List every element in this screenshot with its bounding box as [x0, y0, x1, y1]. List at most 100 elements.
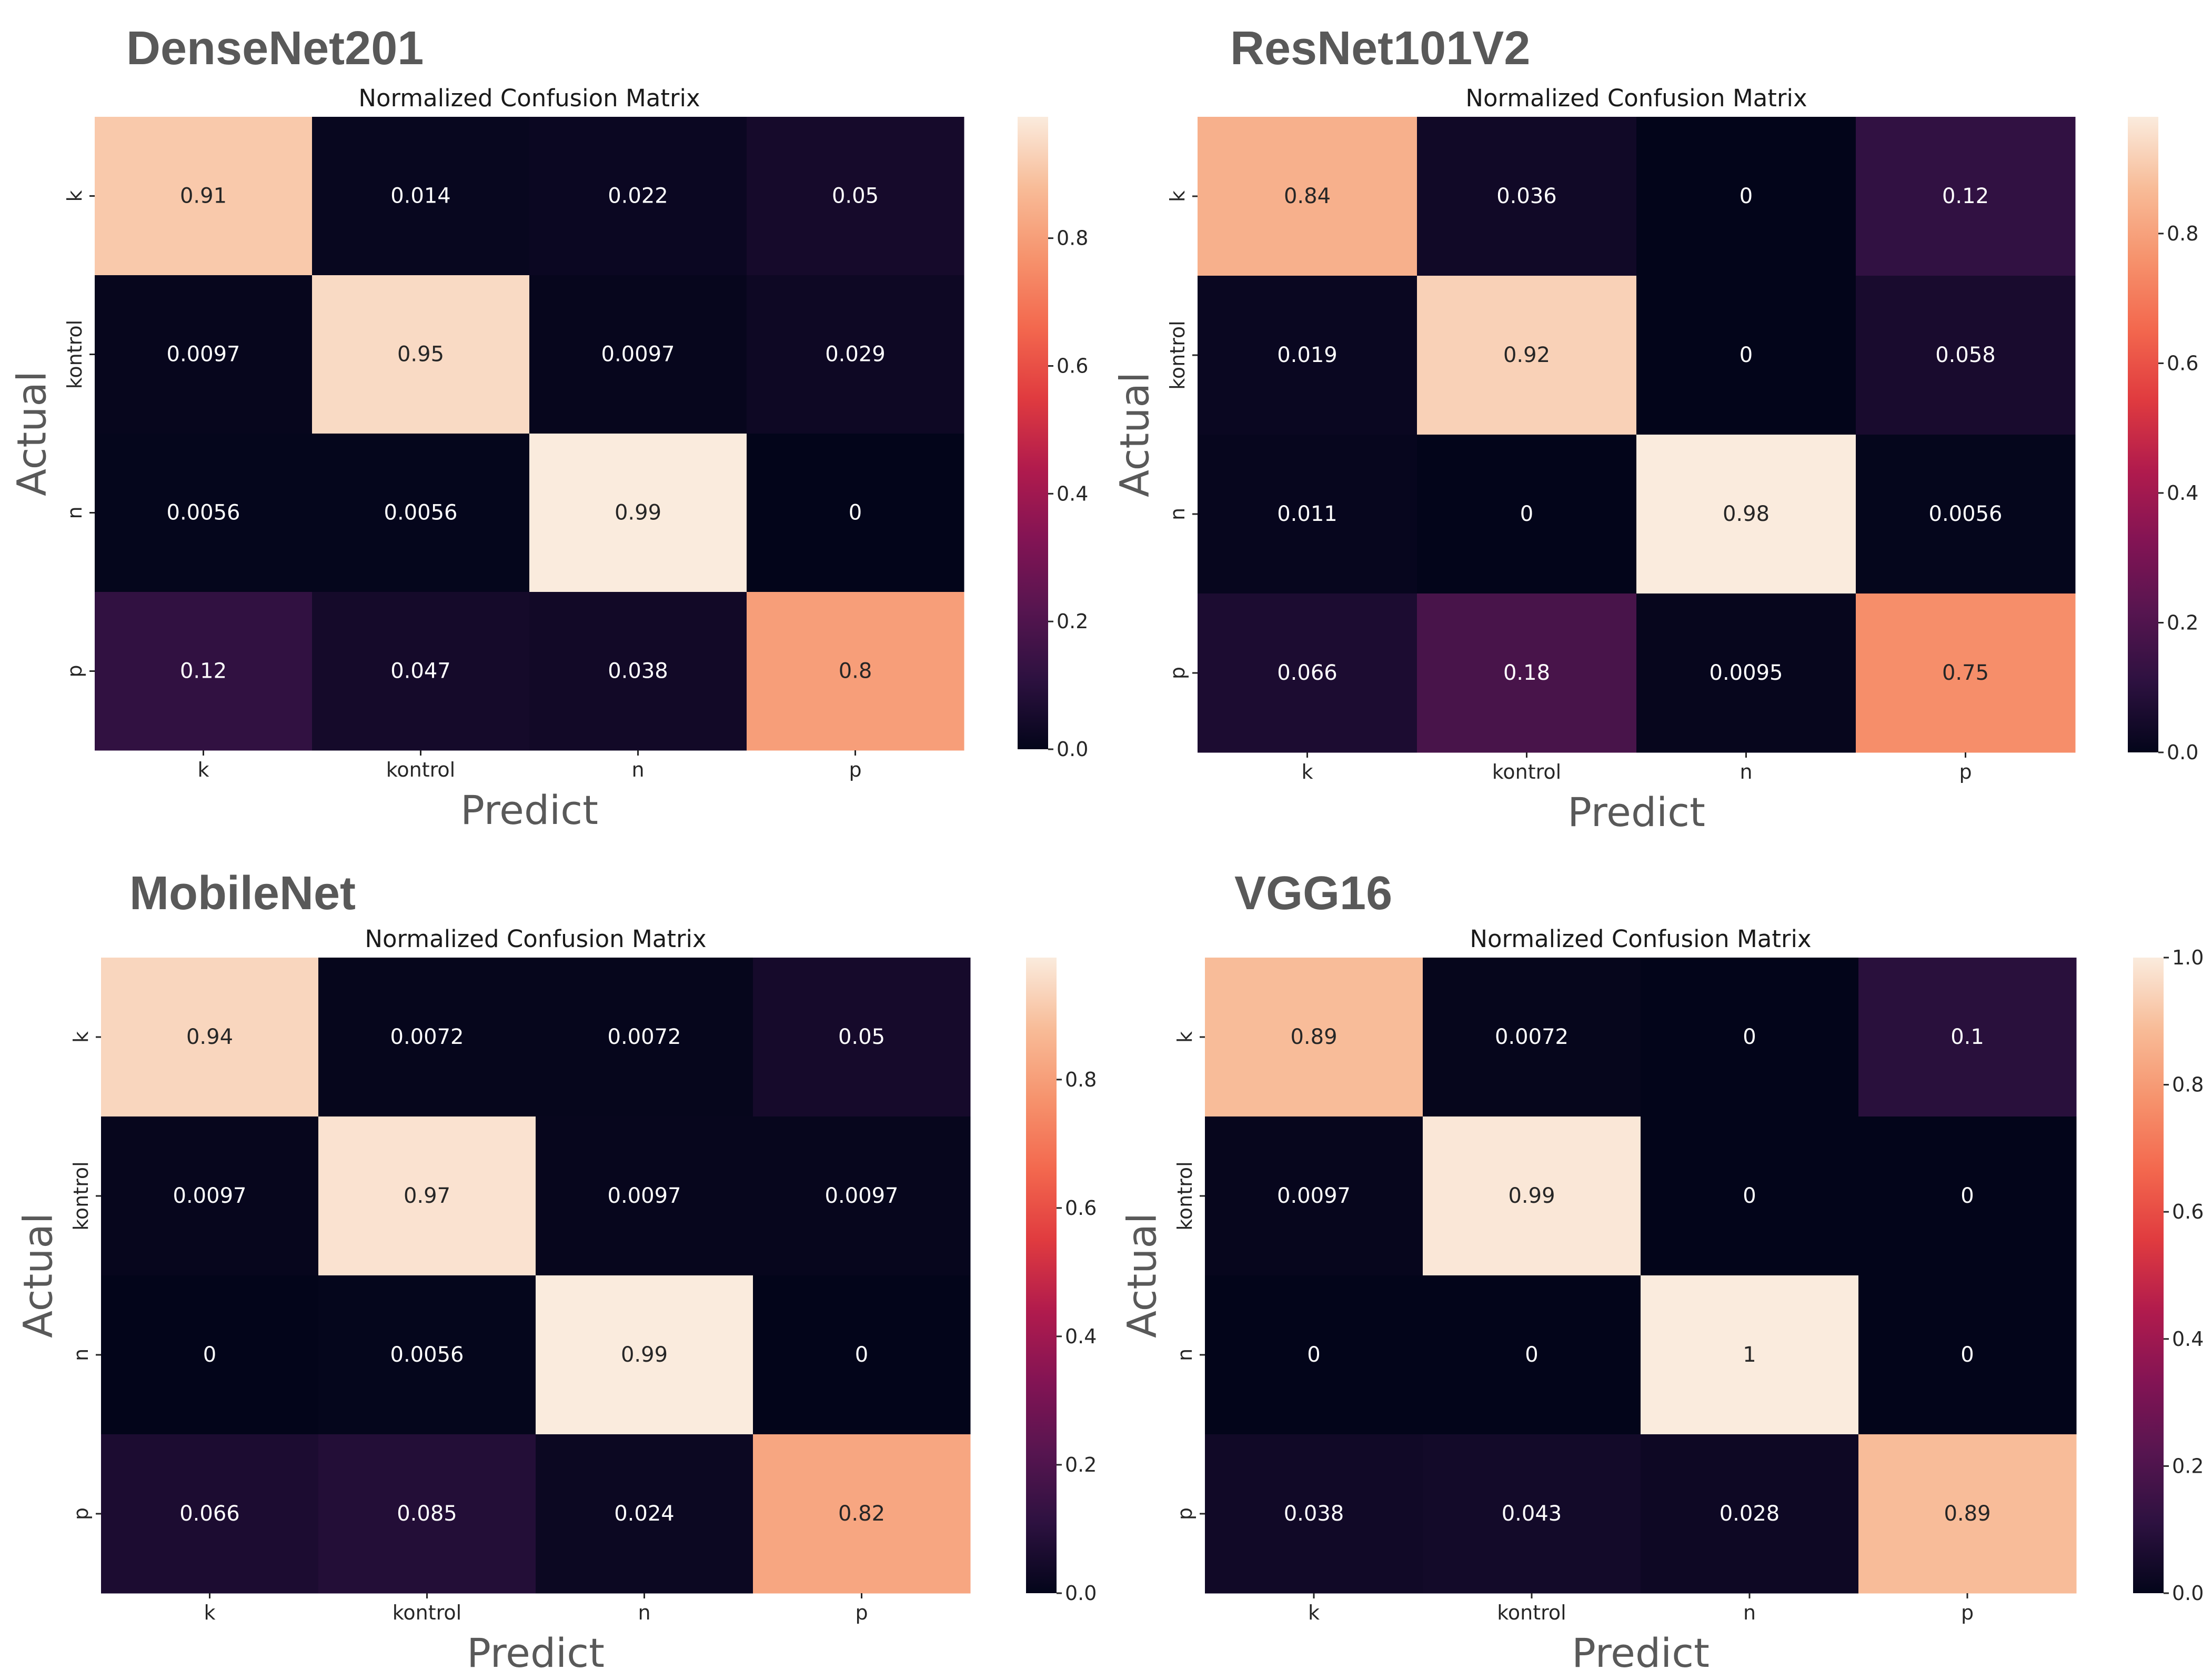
colorbar-tick-label: 0.0	[1065, 1582, 1097, 1605]
cell-value-label: 0	[1525, 1343, 1538, 1367]
heatmap-cell	[529, 592, 747, 751]
x-tick-label: n	[631, 758, 644, 781]
heatmap-cell	[1641, 1116, 1859, 1276]
y-axis-label: Actual	[1119, 1213, 1165, 1338]
heatmap-cell	[1198, 435, 1417, 594]
heatmap-cell	[1198, 117, 1417, 276]
cell-value-label: 0.038	[1284, 1502, 1344, 1526]
heatmap-cell	[1641, 958, 1859, 1117]
colorbar	[2133, 958, 2164, 1593]
colorbar-tick-label: 0.8	[2167, 222, 2198, 245]
cell-value-label: 0.99	[621, 1343, 668, 1367]
heatmap-cell	[1423, 1275, 1641, 1435]
heatmap-cell	[312, 434, 530, 592]
x-tick-label: kontrol	[1492, 760, 1561, 783]
heatmap-cell	[1856, 276, 2076, 435]
heatmap-cell	[1636, 117, 1856, 276]
heatmap-cell	[1858, 1434, 2077, 1594]
cell-value-label: 0.0097	[1277, 1184, 1351, 1208]
y-tick-label: p	[1166, 667, 1189, 679]
x-tick-label: k	[1308, 1601, 1320, 1624]
heatmap-cell	[1636, 276, 1856, 435]
cell-value-label: 0.89	[1290, 1025, 1337, 1049]
x-tick-label: n	[1743, 1601, 1756, 1624]
cell-value-label: 0.0095	[1710, 661, 1783, 685]
heatmap-cell	[101, 1275, 319, 1435]
y-axis-label: Actual	[15, 1213, 62, 1338]
plot-title: Normalized Confusion Matrix	[1470, 925, 1811, 953]
panel-resnet101v2: ResNet101V2 Normalized Confusion Matrix 0.…	[1111, 22, 2199, 836]
heatmap-cell	[1858, 1275, 2077, 1435]
heatmap-cell	[747, 592, 964, 751]
heatmap-cell	[101, 958, 319, 1117]
colorbar-tick-label: 0.6	[1057, 355, 1088, 378]
x-tick-label: n	[1740, 760, 1752, 783]
plot-title: Normalized Confusion Matrix	[365, 925, 706, 953]
colorbar-tick-label: 0.2	[1057, 610, 1088, 633]
cell-value-label: 0.75	[1942, 661, 1989, 685]
colorbar-tick-label: 1.0	[2172, 946, 2204, 969]
cell-value-label: 0.0056	[167, 501, 240, 525]
x-tick-label: n	[638, 1601, 650, 1624]
heatmap-cell	[753, 1116, 971, 1276]
panel-mobilenet: MobileNet Normalized Confusion Matrix 0.94…	[15, 867, 1097, 1676]
heatmap-cell	[747, 117, 964, 276]
cell-value-label: 0.98	[1723, 502, 1769, 526]
heatmap-cell	[536, 1275, 753, 1435]
heatmap-cell	[1858, 1116, 2077, 1276]
heatmap-cell	[747, 275, 964, 434]
x-tick-label: kontrol	[393, 1601, 461, 1624]
y-tick-label: p	[69, 1507, 93, 1520]
heatmap-cell	[318, 1434, 536, 1594]
x-axis-label: Predict	[467, 1629, 605, 1676]
heatmap-cell	[1198, 593, 1417, 753]
colorbar-tick-label: 0.0	[2172, 1582, 2204, 1605]
heatmap-cell	[95, 275, 313, 434]
cell-value-label: 0.0056	[390, 1343, 464, 1367]
y-tick-label: p	[63, 665, 86, 677]
x-tick-label: kontrol	[1497, 1601, 1566, 1624]
heatmap-cell	[95, 592, 313, 751]
heatmap-cell	[1636, 435, 1856, 594]
colorbar-tick-label: 0.4	[2172, 1327, 2204, 1351]
cell-value-label: 1	[1743, 1343, 1756, 1367]
heatmap-cell	[1423, 1116, 1641, 1276]
colorbar-tick-label: 0.4	[1065, 1325, 1097, 1348]
x-tick-label: k	[1301, 760, 1313, 783]
y-tick-label: kontrol	[69, 1161, 93, 1230]
cell-value-label: 0.84	[1284, 184, 1331, 208]
cell-value-label: 0	[1743, 1184, 1756, 1208]
cell-value-label: 0.058	[1935, 343, 1996, 367]
cell-value-label: 0	[1520, 502, 1533, 526]
cell-value-label: 0.91	[180, 184, 227, 208]
cell-value-label: 0.0072	[390, 1025, 464, 1049]
heatmap-cell	[1417, 435, 1637, 594]
colorbar-tick-label: 0.2	[1065, 1453, 1097, 1476]
heatmap-cell	[1423, 1434, 1641, 1594]
heatmap-cell	[753, 1275, 971, 1435]
cell-value-label: 0.0097	[173, 1184, 247, 1208]
cell-value-label: 0.12	[180, 659, 227, 683]
heatmap-cell	[529, 117, 747, 276]
heatmap-cell	[1858, 958, 2077, 1117]
heatmap-cell	[1423, 958, 1641, 1117]
y-tick-label: kontrol	[1173, 1161, 1197, 1230]
x-tick-label: k	[204, 1601, 215, 1624]
heatmap-cell	[536, 1116, 753, 1276]
x-tick-label: p	[855, 1601, 868, 1624]
heatmap-cell	[1205, 1116, 1423, 1276]
x-tick-label: p	[1959, 760, 1972, 783]
cell-value-label: 0.066	[179, 1502, 240, 1526]
y-axis-label: Actual	[8, 371, 55, 496]
heatmap-cell	[312, 275, 530, 434]
y-tick-label: kontrol	[1166, 320, 1189, 389]
colorbar-tick-label: 0.2	[2172, 1454, 2204, 1477]
model-title: VGG16	[1234, 867, 1392, 920]
y-tick-label: n	[69, 1349, 93, 1361]
cell-value-label: 0.011	[1277, 502, 1338, 526]
cell-value-label: 0.97	[404, 1184, 450, 1208]
heatmap-cell	[1856, 435, 2076, 594]
heatmap-cell	[753, 958, 971, 1117]
